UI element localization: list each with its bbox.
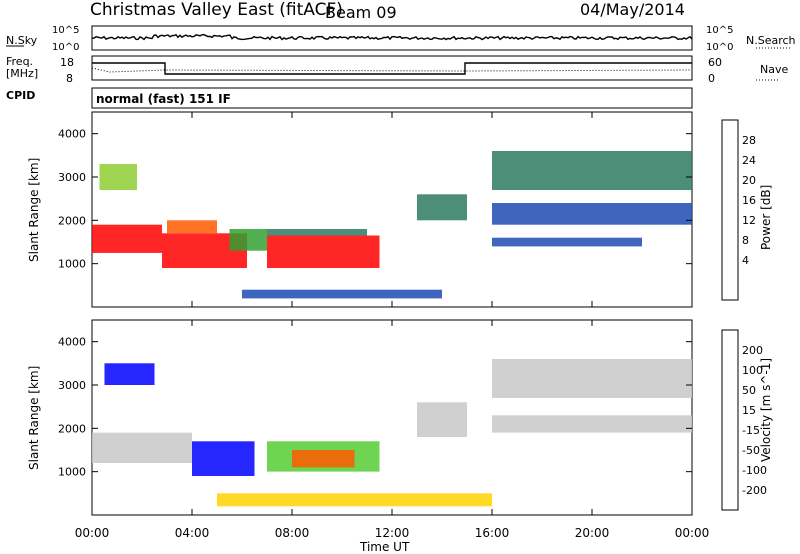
nave-right-tick-top: 60 xyxy=(708,56,722,69)
power-region xyxy=(99,164,137,190)
velocity-region xyxy=(417,402,467,437)
velocity-colorbar-tick: -50 xyxy=(742,444,760,457)
freq-trace xyxy=(92,62,692,75)
velocity-colorbar: 200 100 50 15 -15 -50 -100 -200 xyxy=(721,329,767,511)
cpid-label: CPID xyxy=(6,89,35,102)
velocity-ytick-label: 1000 xyxy=(58,466,86,479)
beam-label: Beam 09 xyxy=(325,3,397,22)
freq-label-line2: [MHz] xyxy=(6,67,38,80)
nsky-label: N.Sky xyxy=(6,34,38,47)
nsearch-label: N.Search xyxy=(746,34,796,47)
velocity-colorbar-tick: -100 xyxy=(742,464,767,477)
velocity-region xyxy=(104,363,155,385)
x-tick-label: 08:00 xyxy=(275,526,310,540)
x-tick-label: 12:00 xyxy=(375,526,410,540)
power-colorbar-frame xyxy=(721,119,739,301)
velocity-region xyxy=(192,441,255,476)
power-region xyxy=(229,229,267,251)
freq-left-tick-top: 18 xyxy=(60,56,74,69)
power-panel: 4000 3000 2000 1000 Slant Range [km] xyxy=(27,111,693,308)
power-region xyxy=(242,289,442,299)
velocity-colorbar-label: Velocity [m s^-1] xyxy=(759,358,773,462)
power-colorbar: 28 24 20 16 12 8 4 xyxy=(721,119,756,301)
velocity-colorbar-tick: 200 xyxy=(742,344,763,357)
power-colorbar-tick: 20 xyxy=(742,174,756,187)
velocity-colorbar-tick: -15 xyxy=(742,424,760,437)
cpid-panel xyxy=(91,87,693,109)
velocity-region xyxy=(492,359,692,398)
power-ytick-label: 3000 xyxy=(58,171,86,184)
power-region xyxy=(492,203,692,225)
velocity-colorbar-tick: 100 xyxy=(742,364,763,377)
velocity-region xyxy=(92,432,192,463)
cpid-value: normal (fast) 151 IF xyxy=(96,92,231,106)
x-tick-label: 04:00 xyxy=(175,526,210,540)
x-axis: 00:00 04:00 08:00 12:00 16:00 20:00 00:00 xyxy=(75,112,710,540)
velocity-region xyxy=(292,450,355,468)
power-colorbar-tick: 8 xyxy=(742,234,749,247)
velocity-region xyxy=(217,493,492,507)
power-colorbar-tick: 12 xyxy=(742,214,756,227)
freq-label-line1: Freq. xyxy=(6,55,33,68)
velocity-region xyxy=(492,415,692,433)
power-region xyxy=(417,194,467,221)
nsky-trace xyxy=(91,33,693,41)
nsky-left-tick-bottom: 10^0 xyxy=(52,42,79,53)
chart-date: 04/May/2014 xyxy=(580,0,685,19)
x-tick-label: 16:00 xyxy=(475,526,510,540)
nsky-right-tick-top: 10^5 xyxy=(706,25,733,36)
freq-panel: Freq. [MHz] 18 8 60 0 Nave xyxy=(6,55,788,85)
x-tick-label: 20:00 xyxy=(575,526,610,540)
power-ylabel: Slant Range [km] xyxy=(27,158,41,262)
power-region xyxy=(92,224,162,253)
velocity-panel: 4000 3000 2000 1000 Slant Range [km] xyxy=(27,319,693,516)
power-region xyxy=(492,151,692,190)
velocity-colorbar-tick: 15 xyxy=(742,404,756,417)
power-ytick-label: 1000 xyxy=(58,258,86,271)
power-ytick-label: 2000 xyxy=(58,214,86,227)
velocity-ytick-label: 3000 xyxy=(58,379,86,392)
velocity-colorbar-tick: -200 xyxy=(742,484,767,497)
power-colorbar-tick: 28 xyxy=(742,134,756,147)
power-colorbar-tick: 4 xyxy=(742,254,749,267)
power-region xyxy=(267,229,367,236)
power-region xyxy=(492,237,642,247)
power-colorbar-label: Power [dB] xyxy=(759,185,773,250)
x-axis-label: Time UT xyxy=(359,540,410,554)
velocity-ylabel: Slant Range [km] xyxy=(27,366,41,470)
freq-left-tick-bottom: 8 xyxy=(66,72,73,85)
power-region xyxy=(167,220,217,234)
x-tick-label: 00:00 xyxy=(75,526,110,540)
x-tick-label: 00:00 xyxy=(675,526,710,540)
velocity-colorbar-frame xyxy=(721,329,739,511)
nave-right-tick-bottom: 0 xyxy=(708,72,715,85)
power-colorbar-tick: 24 xyxy=(742,154,756,167)
nsky-right-tick-bottom: 10^0 xyxy=(706,42,733,53)
nave-label: Nave xyxy=(760,63,788,76)
nave-trace xyxy=(91,67,693,73)
chart-title: Christmas Valley East (fitACF) xyxy=(90,0,343,20)
nsky-left-tick-top: 10^5 xyxy=(52,25,79,36)
power-ytick-label: 4000 xyxy=(58,128,86,141)
nsky-panel: N.Sky 10^5 10^0 10^5 10^0 N.Search xyxy=(6,25,796,53)
velocity-ytick-label: 4000 xyxy=(58,336,86,349)
power-colorbar-tick: 16 xyxy=(742,194,756,207)
power-region xyxy=(267,235,380,268)
velocity-ytick-label: 2000 xyxy=(58,422,86,435)
velocity-colorbar-tick: 50 xyxy=(742,384,756,397)
